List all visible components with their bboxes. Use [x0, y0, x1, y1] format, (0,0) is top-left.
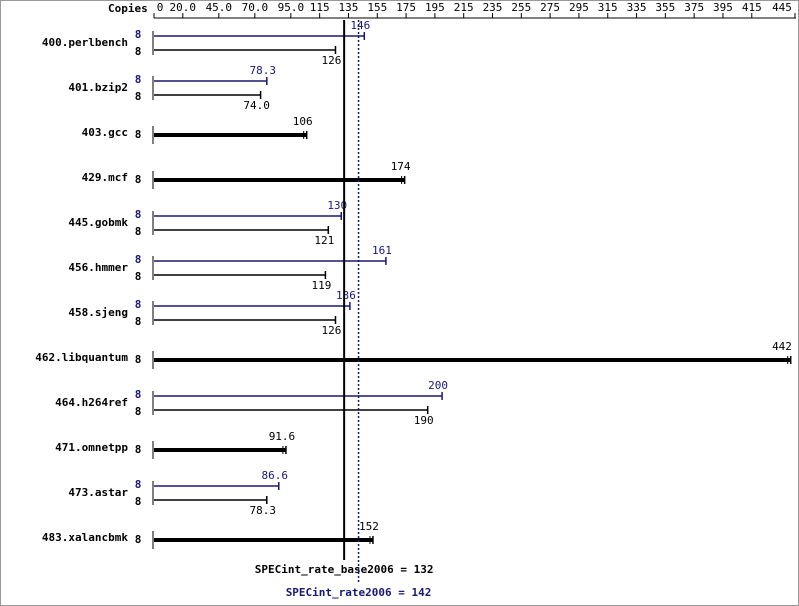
x-tick-label: 95.0: [278, 1, 305, 14]
x-tick-label: 175: [396, 1, 416, 14]
bar: [154, 446, 287, 454]
copies-label: 8: [135, 270, 142, 283]
x-tick-label: 395: [713, 1, 733, 14]
value-label: 146: [350, 19, 370, 32]
axis-title: Copies: [108, 2, 148, 15]
category-label: 445.gobmk: [68, 216, 128, 229]
bar: [154, 77, 268, 85]
bar: [154, 32, 366, 40]
category-label: 456.hmmer: [68, 261, 128, 274]
value-label: 152: [359, 520, 379, 533]
bar: [154, 536, 374, 544]
copies-label: 8: [135, 128, 142, 141]
copies-label: 8: [135, 315, 142, 328]
copies-label: 8: [135, 443, 142, 456]
bar: [154, 131, 308, 139]
value-label: 161: [372, 244, 392, 257]
bar: [154, 176, 406, 184]
copies-label: 8: [135, 298, 142, 311]
x-tick-label: 295: [569, 1, 589, 14]
value-label: 130: [327, 199, 347, 212]
value-label: 126: [322, 324, 342, 337]
bar: [154, 257, 387, 265]
value-label: 121: [314, 234, 334, 247]
category-label: 464.h264ref: [55, 396, 128, 409]
copies-label: 8: [135, 533, 142, 546]
x-tick-label: 135: [339, 1, 359, 14]
bar: [154, 91, 262, 99]
bar: [154, 226, 330, 234]
bar: [154, 406, 429, 414]
bar: [154, 482, 280, 490]
x-tick-label: 215: [454, 1, 474, 14]
copies-label: 8: [135, 73, 142, 86]
value-label: 174: [391, 160, 411, 173]
copies-label: 8: [135, 253, 142, 266]
bar: [154, 392, 443, 400]
value-label: 200: [428, 379, 448, 392]
copies-label: 8: [135, 405, 142, 418]
copies-label: 8: [135, 353, 142, 366]
x-tick-label: 235: [483, 1, 503, 14]
x-tick-label: 315: [598, 1, 618, 14]
x-tick-label: 70.0: [242, 1, 269, 14]
x-tick-label: 415: [742, 1, 762, 14]
x-tick-label: 335: [627, 1, 647, 14]
category-label: 462.libquantum: [35, 351, 128, 364]
value-label: 119: [311, 279, 331, 292]
value-label: 74.0: [243, 99, 270, 112]
category-label: 400.perlbench: [42, 36, 128, 49]
value-label: 126: [322, 54, 342, 67]
copies-label: 8: [135, 495, 142, 508]
copies-label: 8: [135, 388, 142, 401]
category-label: 401.bzip2: [68, 81, 128, 94]
value-label: 106: [293, 115, 313, 128]
bar: [154, 316, 337, 324]
reference-label: SPECint_rate_base2006 = 132: [255, 563, 434, 576]
category-label: 403.gcc: [82, 126, 128, 139]
bar: [154, 302, 351, 310]
value-label: 78.3: [250, 504, 277, 517]
value-label: 442: [772, 340, 792, 353]
copies-label: 8: [135, 225, 142, 238]
bar: [154, 46, 337, 54]
copies-label: 8: [135, 45, 142, 58]
x-tick-label: 275: [540, 1, 560, 14]
bar: [154, 271, 327, 279]
value-label: 91.6: [269, 430, 296, 443]
value-label: 136: [336, 289, 356, 302]
x-tick-label: 375: [684, 1, 704, 14]
x-tick-label: 355: [655, 1, 675, 14]
copies-label: 8: [135, 478, 142, 491]
value-label: 190: [414, 414, 434, 427]
x-tick-label: 445: [772, 1, 792, 14]
category-label: 473.astar: [68, 486, 128, 499]
reference-label: SPECint_rate2006 = 142: [286, 586, 432, 599]
category-label: 471.omnetpp: [55, 441, 128, 454]
copies-label: 8: [135, 173, 142, 186]
value-label: 78.3: [250, 64, 277, 77]
bar: [154, 356, 792, 364]
category-label: 429.mcf: [82, 171, 128, 184]
x-tick-label: 20.0: [170, 1, 197, 14]
x-tick-label: 255: [511, 1, 531, 14]
bar: [154, 212, 343, 220]
value-label: 86.6: [261, 469, 288, 482]
category-label: 458.sjeng: [68, 306, 128, 319]
copies-label: 8: [135, 208, 142, 221]
copies-label: 8: [135, 90, 142, 103]
category-label: 483.xalancbmk: [42, 531, 128, 544]
x-tick-label: 195: [425, 1, 445, 14]
bar: [154, 496, 268, 504]
x-tick-label: 0: [157, 1, 164, 14]
x-tick-label: 155: [367, 1, 387, 14]
x-tick-label: 115: [310, 1, 330, 14]
copies-label: 8: [135, 28, 142, 41]
x-tick-label: 45.0: [206, 1, 233, 14]
